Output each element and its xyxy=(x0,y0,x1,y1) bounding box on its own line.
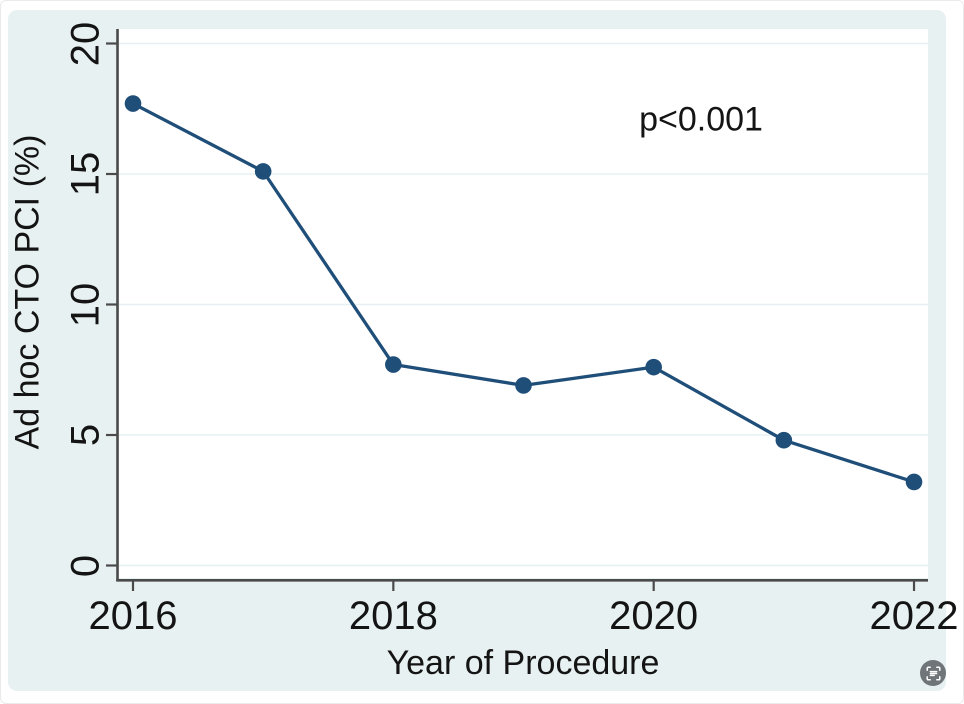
x-tick-label: 2022 xyxy=(869,594,959,638)
y-tick-label: 10 xyxy=(63,282,108,327)
y-axis-title: Ad hoc CTO PCI (%) xyxy=(8,134,47,450)
data-point-marker xyxy=(515,377,532,394)
x-tick-label: 2018 xyxy=(348,594,438,638)
data-point-marker xyxy=(905,473,923,491)
x-axis-title: Year of Procedure xyxy=(386,644,660,682)
scan-lens-icon xyxy=(925,665,941,681)
y-tick-label: 20 xyxy=(63,21,108,66)
x-tick-label: 2016 xyxy=(88,594,178,638)
data-point-marker xyxy=(775,431,793,449)
y-tick-label: 15 xyxy=(63,151,108,197)
data-point-marker xyxy=(124,95,142,112)
p-value-annotation: p<0.001 xyxy=(639,100,763,139)
y-tick-label: 5 xyxy=(63,423,108,447)
data-point-marker xyxy=(385,356,402,373)
scan-button[interactable] xyxy=(920,660,946,686)
data-point-marker xyxy=(645,358,662,376)
data-point-marker xyxy=(254,163,272,180)
y-tick-label: 0 xyxy=(63,554,108,577)
x-tick-label: 2020 xyxy=(609,594,699,638)
